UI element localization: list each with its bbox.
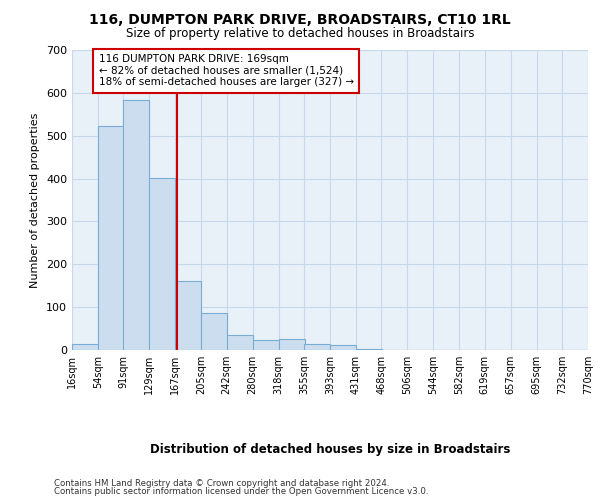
Bar <box>124 100 149 350</box>
Bar <box>227 335 253 350</box>
Bar <box>278 340 305 350</box>
Bar <box>253 340 278 350</box>
Text: Contains public sector information licensed under the Open Government Licence v3: Contains public sector information licen… <box>54 487 428 496</box>
Y-axis label: Number of detached properties: Number of detached properties <box>31 112 40 288</box>
Text: 116, DUMPTON PARK DRIVE, BROADSTAIRS, CT10 1RL: 116, DUMPTON PARK DRIVE, BROADSTAIRS, CT… <box>89 12 511 26</box>
Text: Distribution of detached houses by size in Broadstairs: Distribution of detached houses by size … <box>150 442 510 456</box>
Bar <box>304 344 330 350</box>
Bar <box>72 344 98 350</box>
Bar <box>330 345 356 350</box>
Text: Size of property relative to detached houses in Broadstairs: Size of property relative to detached ho… <box>126 28 474 40</box>
Bar <box>175 280 202 350</box>
Text: Contains HM Land Registry data © Crown copyright and database right 2024.: Contains HM Land Registry data © Crown c… <box>54 478 389 488</box>
Bar <box>98 126 124 350</box>
Text: 116 DUMPTON PARK DRIVE: 169sqm
← 82% of detached houses are smaller (1,524)
18% : 116 DUMPTON PARK DRIVE: 169sqm ← 82% of … <box>98 54 354 88</box>
Bar <box>149 178 175 350</box>
Bar <box>202 312 227 350</box>
Bar <box>356 349 382 350</box>
